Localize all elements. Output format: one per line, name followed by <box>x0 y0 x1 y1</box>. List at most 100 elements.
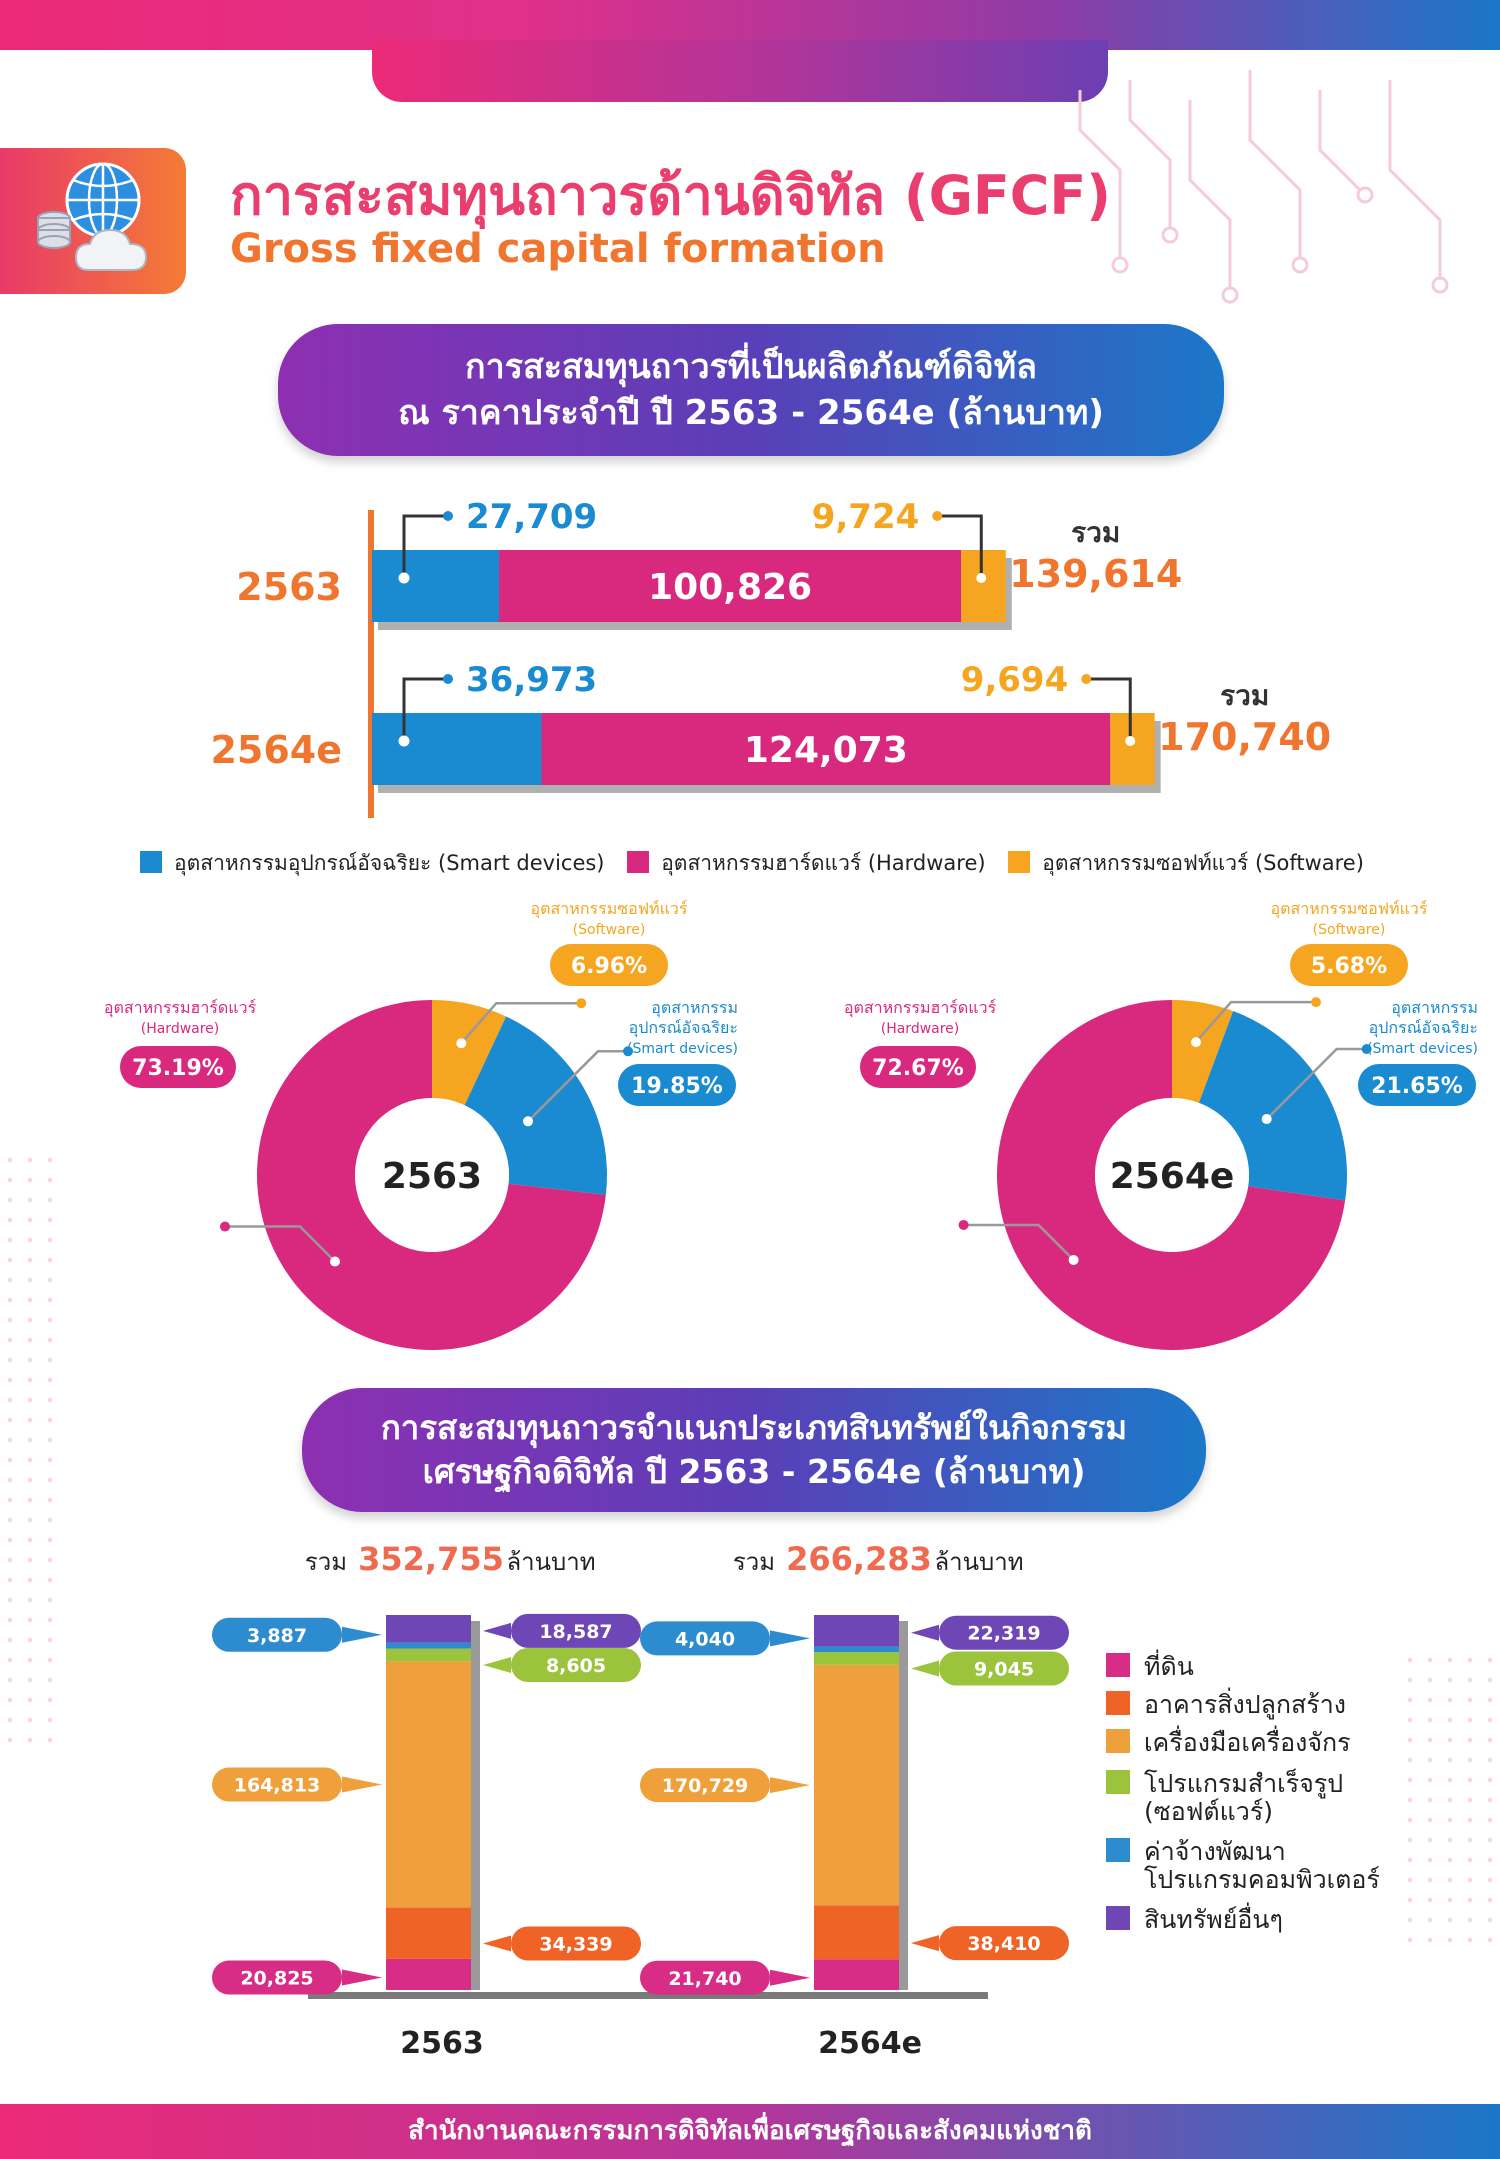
baseline <box>308 1992 988 1999</box>
legend-label: โปรแกรมสำเร็จรูป <box>1144 1768 1343 1799</box>
value-tag <box>212 1617 342 1652</box>
bar-value-label: 9,045 <box>974 1658 1034 1680</box>
donut-slice-name-en: (Software) <box>573 922 646 938</box>
bar-value-label: 4,040 <box>675 1628 735 1650</box>
donut-slice-name: อุตสาหกรรมซอฟท์แวร์ <box>1271 899 1428 919</box>
callout-dot <box>443 511 453 521</box>
bar-total-value: 139,614 <box>1009 552 1182 596</box>
donut-slice-name-en: (Software) <box>1313 922 1386 938</box>
bar-total-caption: รวม <box>1220 679 1269 712</box>
value-tag-pointer <box>911 1935 939 1952</box>
donut-slice <box>1198 1011 1347 1201</box>
bar-axis-line <box>368 510 374 818</box>
callout-line <box>937 514 983 578</box>
bar-segment <box>814 1664 899 1906</box>
value-tag-pointer <box>483 1656 511 1673</box>
donut-value-label: 19.85% <box>631 1074 723 1099</box>
callout-dot <box>398 572 410 584</box>
bar-category-label: 2563 <box>400 2026 484 2061</box>
donut-slice <box>464 1016 607 1195</box>
donut-slice-name: อุตสาหกรรม <box>1391 998 1478 1018</box>
callout-line <box>1195 1000 1316 1043</box>
callout-line <box>1265 1047 1367 1120</box>
value-tag-pointer <box>483 1622 511 1639</box>
bar-value-label: 100,826 <box>648 567 812 608</box>
bar-value-label: 20,825 <box>240 1968 313 1990</box>
legend-swatch-software <box>1008 851 1031 873</box>
donut-slice <box>432 1000 507 1106</box>
total-value: 266,283 <box>786 1540 932 1578</box>
bar-legend: อุตสาหกรรมอุปกรณ์อัจฉริยะ (Smart devices… <box>140 847 1364 880</box>
dot-pattern-right <box>1400 1650 1500 1950</box>
callout-dot <box>1081 674 1092 684</box>
value-tag-pointer <box>911 1660 939 1677</box>
circuit-decoration <box>1078 70 1449 304</box>
value-tag <box>640 1621 770 1656</box>
legend-swatch-hardware <box>627 851 650 873</box>
value-tag <box>939 1615 1069 1650</box>
donut-value-label: 21.65% <box>1371 1074 1463 1099</box>
callout-dot <box>1361 1044 1372 1055</box>
section1-heading: การสะสมทุนถาวรที่เป็นผลิตภัณฑ์ดิจิทัล ณ … <box>278 324 1224 456</box>
value-tag <box>511 1647 641 1682</box>
bar-segment <box>386 1642 471 1649</box>
value-tag <box>939 1926 1069 1961</box>
value-tag <box>640 1768 770 1803</box>
legend-swatch <box>1106 1770 1130 1794</box>
value-tag-pointer <box>911 1624 939 1641</box>
donut-badge <box>1290 944 1408 986</box>
donut-slice-name: อุตสาหกรรมฮาร์ดแวร์ <box>104 998 257 1018</box>
section2-heading-line1: การสะสมทุนถาวรจำแนกประเภทสินทรัพย์ในกิจก… <box>380 1408 1128 1447</box>
callout-line <box>527 1050 629 1123</box>
donut-value-label: 6.96% <box>571 954 647 979</box>
donut-hole <box>1095 1098 1249 1252</box>
legend-label-smart: อุตสาหกรรมอุปกรณ์อัจฉริยะ (Smart devices… <box>174 851 605 875</box>
value-tag <box>212 1960 342 1995</box>
value-tag <box>212 1767 342 1802</box>
legend-item-hardware: อุตสาหกรรมฮาร์ดแวร์ (Hardware) <box>627 851 986 875</box>
callout-line <box>402 677 448 741</box>
bar-segment <box>1110 713 1155 785</box>
donut-value-label: 5.68% <box>1311 954 1387 979</box>
value-tag-pointer <box>770 1969 810 1986</box>
bar-value-label: 18,587 <box>539 1621 612 1643</box>
callout-dot <box>932 511 943 521</box>
bar-segment <box>961 550 1006 622</box>
value-tag-pointer <box>483 1935 511 1952</box>
donut-badge <box>550 944 668 986</box>
bar-segment <box>386 1648 471 1662</box>
bar-value-label: 27,709 <box>466 497 597 537</box>
donut-center-label: 2563 <box>382 1156 482 1197</box>
bar-category-label: 2563 <box>236 565 342 609</box>
callout-dot <box>523 1116 534 1127</box>
bar-total-caption: รวม <box>1071 516 1120 549</box>
bar-value-label: 36,973 <box>466 660 597 700</box>
section2-heading-line2: เศรษฐกิจดิจิทัล ปี 2563 - 2564e (ล้านบาท… <box>422 1452 1086 1491</box>
donut-value-label: 72.67% <box>872 1056 964 1081</box>
legend-label-hardware: อุตสาหกรรมฮาร์ดแวร์ (Hardware) <box>661 851 986 875</box>
value-tag-pointer <box>342 1776 382 1793</box>
total-suffix: ล้านบาท <box>506 1548 595 1576</box>
cloud-database-icon <box>37 162 148 271</box>
legend-label: ค่าจ้างพัฒนา <box>1144 1837 1286 1866</box>
legend-label: อาคารสิ่งปลูกสร้าง <box>1144 1687 1346 1720</box>
donut-slice-name-2: อุปกรณ์อัจฉริยะ <box>1369 1018 1478 1038</box>
donut-slice-name: อุตสาหกรรมฮาร์ดแวร์ <box>844 998 997 1018</box>
bar-segment <box>386 1661 471 1908</box>
bar-side-shade <box>471 1621 480 1990</box>
page-title: การสะสมทุนถาวรด้านดิจิทัล (GFCF) <box>230 164 1111 227</box>
bar-value-label: 21,740 <box>668 1968 741 1990</box>
donut-center-label: 2564e <box>1110 1156 1235 1197</box>
callout-dot <box>456 1038 467 1049</box>
value-tag <box>640 1960 770 1995</box>
legend-item-software: อุตสาหกรรมซอฟท์แวร์ (Software) <box>1008 851 1364 875</box>
bar-segment <box>499 550 962 622</box>
value-tag <box>939 1651 1069 1686</box>
legend-label: สินทรัพย์อื่นๆ <box>1144 1902 1283 1934</box>
donut-chart-2564e: 2564e 5.68% อุตสาหกรรมซอฟท์แวร์ (Software) อ… <box>844 899 1478 1350</box>
donut-slice <box>257 1000 606 1350</box>
callout-line <box>225 1225 336 1263</box>
bar-segment <box>386 1958 471 1990</box>
bar-total-value: 170,740 <box>1158 715 1331 759</box>
legend-label-line2: โปรแกรมคอมพิวเตอร์ <box>1144 1865 1380 1894</box>
